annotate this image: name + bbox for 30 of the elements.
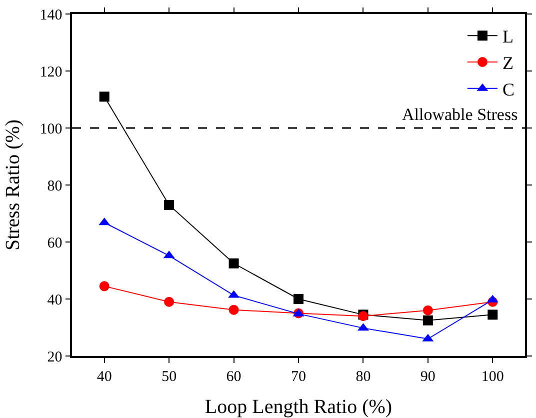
x-tick-label: 100: [481, 368, 504, 385]
x-tick-label: 70: [291, 368, 306, 385]
x-tick-label: 60: [226, 368, 242, 385]
x-axis-title: Loop Length Ratio (%): [204, 396, 392, 418]
point: [99, 281, 110, 292]
ref-line-label: Allowable Stress: [402, 105, 518, 124]
x-tick-label: 50: [162, 368, 177, 385]
point: [164, 296, 174, 307]
x-tick-label: 90: [420, 368, 436, 385]
point: [99, 92, 110, 102]
point: [422, 305, 433, 316]
y-tick-label: 40: [47, 292, 62, 308]
point: [422, 315, 433, 326]
y-tick-label: 20: [47, 349, 62, 366]
point: [294, 294, 304, 304]
y-tick-label: 60: [47, 235, 62, 252]
point: [488, 310, 498, 320]
point: [228, 258, 239, 268]
x-tick-label: 80: [356, 368, 371, 385]
legend-label: C: [502, 79, 514, 100]
y-tick-label: 120: [40, 64, 62, 80]
legend-label: Z: [502, 53, 514, 74]
y-tick-label: 140: [40, 7, 62, 24]
legend-label: L: [502, 26, 514, 47]
x-tick-label: 40: [96, 368, 112, 385]
point: [164, 200, 174, 210]
y-tick-label: 100: [40, 121, 62, 138]
point: [228, 304, 239, 315]
y-axis-title: Stress Ratio (%): [2, 119, 24, 251]
y-tick-label: 80: [47, 178, 62, 194]
